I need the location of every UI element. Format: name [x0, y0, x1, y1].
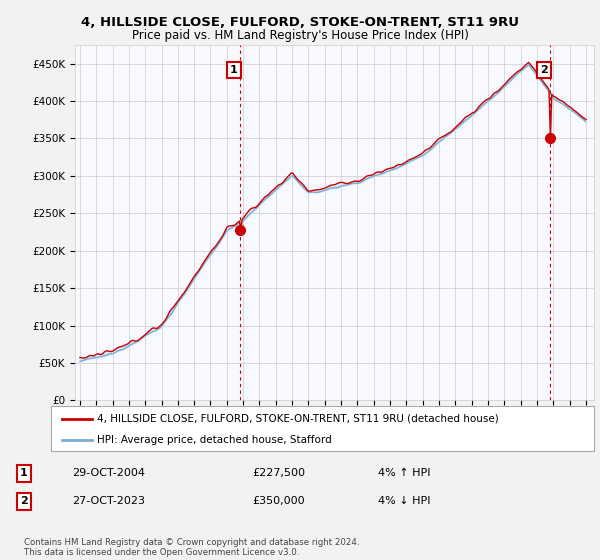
- Text: Price paid vs. HM Land Registry's House Price Index (HPI): Price paid vs. HM Land Registry's House …: [131, 29, 469, 42]
- Text: HPI: Average price, detached house, Stafford: HPI: Average price, detached house, Staf…: [97, 435, 332, 445]
- Text: 27-OCT-2023: 27-OCT-2023: [72, 496, 145, 506]
- Text: 4% ↓ HPI: 4% ↓ HPI: [378, 496, 431, 506]
- Text: £350,000: £350,000: [252, 496, 305, 506]
- Text: 1: 1: [230, 65, 238, 75]
- Text: 2: 2: [540, 65, 548, 75]
- Text: 1: 1: [20, 468, 28, 478]
- Text: 4, HILLSIDE CLOSE, FULFORD, STOKE-ON-TRENT, ST11 9RU (detached house): 4, HILLSIDE CLOSE, FULFORD, STOKE-ON-TRE…: [97, 413, 499, 423]
- Text: Contains HM Land Registry data © Crown copyright and database right 2024.
This d: Contains HM Land Registry data © Crown c…: [24, 538, 359, 557]
- Text: 4% ↑ HPI: 4% ↑ HPI: [378, 468, 431, 478]
- Text: 4, HILLSIDE CLOSE, FULFORD, STOKE-ON-TRENT, ST11 9RU: 4, HILLSIDE CLOSE, FULFORD, STOKE-ON-TRE…: [81, 16, 519, 29]
- Text: 2: 2: [20, 496, 28, 506]
- Text: 29-OCT-2004: 29-OCT-2004: [72, 468, 145, 478]
- Text: £227,500: £227,500: [252, 468, 305, 478]
